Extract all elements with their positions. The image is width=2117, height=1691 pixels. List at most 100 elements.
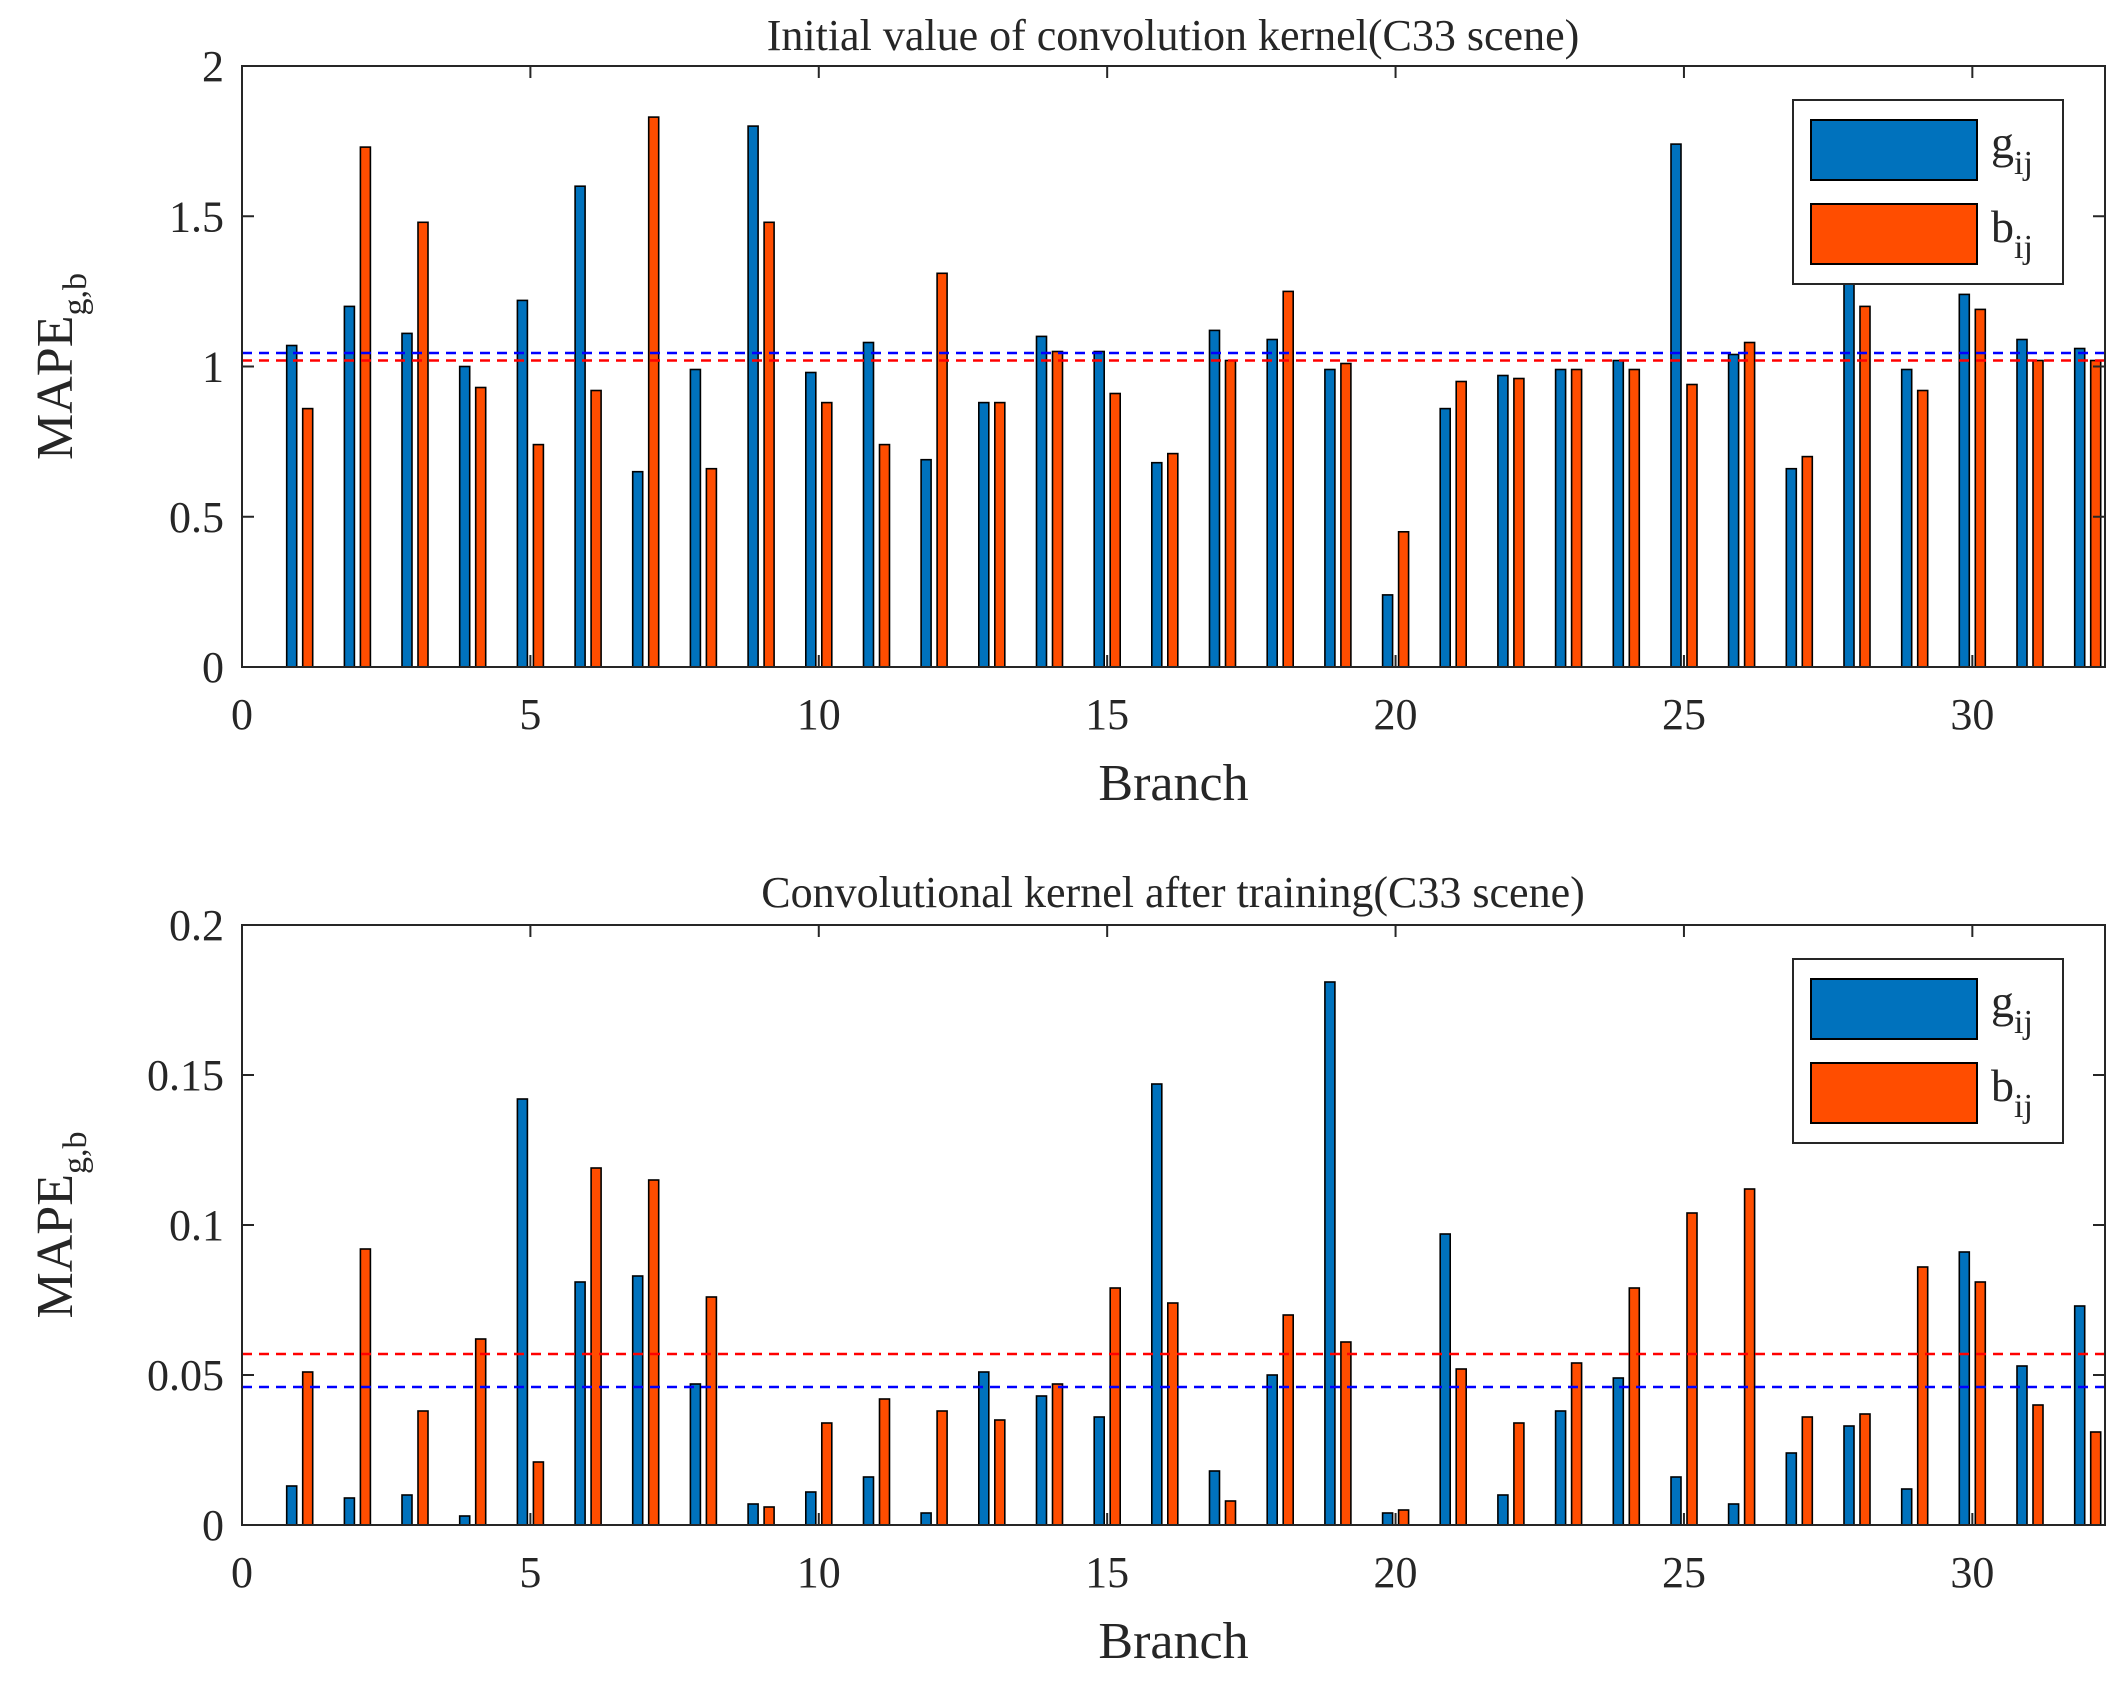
- y-tick-label: 0.05: [147, 1351, 224, 1400]
- bar-b-branch-11: [878, 1398, 891, 1526]
- bar-b-branch-25: [1686, 383, 1698, 668]
- y-tick-label: 1.5: [169, 192, 224, 241]
- bar-b-branch-12: [936, 1410, 948, 1526]
- bar-g-branch-27: [1785, 467, 1798, 668]
- bar-b-branch-19: [1340, 362, 1352, 668]
- legend-swatch-b: [1810, 1062, 1978, 1124]
- bar-g-branch-30: [1958, 1251, 1971, 1526]
- bar-b-branch-32: [2089, 1431, 2102, 1526]
- bar-b-branch-6: [590, 1167, 602, 1526]
- bar-g-branch-3: [401, 1494, 413, 1526]
- legend: gij bij: [1792, 958, 2064, 1144]
- bar-b-branch-7: [647, 1179, 660, 1526]
- bar-g-branch-18: [1266, 338, 1278, 668]
- x-tick-label: 30: [1950, 1548, 1994, 1597]
- bar-g-branch-20: [1381, 594, 1394, 668]
- bar-g-branch-25: [1670, 143, 1682, 668]
- bars: [285, 116, 2102, 668]
- bar-b-branch-11: [878, 443, 891, 668]
- bar-g-branch-19: [1324, 368, 1336, 668]
- legend-swatch-g: [1810, 119, 1978, 181]
- bar-g-branch-10: [804, 1491, 817, 1526]
- y-axis-label-base: MAPE: [27, 1174, 84, 1318]
- legend-label-b: bij: [1991, 1060, 2033, 1125]
- bar-g-branch-19: [1324, 981, 1336, 1526]
- x-tick-label: 0: [231, 1548, 253, 1597]
- bar-g-branch-13: [977, 1371, 990, 1526]
- x-axis-label: Branch: [1098, 1613, 1248, 1670]
- legend-label-b: bij: [1991, 201, 2033, 266]
- bar-b-branch-14: [1051, 350, 1064, 668]
- bar-b-branch-27: [1801, 1416, 1814, 1526]
- bar-g-branch-9: [747, 1503, 759, 1526]
- bar-g-branch-22: [1497, 374, 1509, 668]
- bar-b-branch-18: [1282, 290, 1294, 668]
- bar-g-branch-29: [1900, 1488, 1913, 1526]
- bar-b-branch-2: [359, 146, 372, 668]
- bar-g-branch-16: [1151, 1083, 1163, 1526]
- ticks: 0 5 10 15 20 25 30 0 0.5 1 1.5 2: [169, 42, 2105, 739]
- bar-b-branch-30: [1974, 1281, 1987, 1526]
- bar-b-branch-1: [301, 1371, 314, 1526]
- bar-g-branch-29: [1900, 368, 1913, 668]
- bar-b-branch-15: [1109, 1287, 1121, 1526]
- legend-label-g: gij: [1991, 976, 2033, 1041]
- bar-b-branch-31: [2032, 359, 2044, 668]
- chart-title: Initial value of convolution kernel(C33 …: [767, 11, 1580, 60]
- bar-g-branch-5: [516, 299, 529, 668]
- x-tick-label: 0: [231, 690, 253, 739]
- y-tick-label: 2: [202, 42, 224, 91]
- bar-b-branch-9: [763, 1506, 775, 1526]
- x-axis-label: Branch: [1098, 755, 1248, 812]
- y-tick-label: 0.1: [169, 1201, 224, 1250]
- bar-g-branch-17: [1208, 1470, 1221, 1526]
- bar-g-branch-27: [1785, 1452, 1798, 1526]
- bar-g-branch-12: [920, 1512, 932, 1526]
- bar-b-branch-4: [474, 1338, 487, 1526]
- bar-b-branch-23: [1570, 368, 1583, 668]
- x-tick-label: 25: [1662, 1548, 1706, 1597]
- legend: gij bij: [1792, 99, 2064, 285]
- bar-g-branch-10: [804, 371, 817, 668]
- bar-b-branch-8: [705, 467, 718, 668]
- bar-g-branch-8: [689, 1383, 702, 1526]
- bar-b-branch-19: [1340, 1341, 1352, 1526]
- bar-b-branch-26: [1743, 1188, 1756, 1526]
- y-axis-label-sub: g,b: [57, 273, 94, 316]
- bar-b-branch-28: [1859, 1413, 1871, 1526]
- bar-b-branch-30: [1974, 308, 1987, 668]
- bar-g-branch-32: [2073, 1305, 2086, 1526]
- bar-g-branch-3: [401, 332, 413, 668]
- bar-b-branch-24: [1628, 1287, 1641, 1526]
- mean-lines: [242, 351, 2105, 362]
- bar-b-branch-20: [1397, 1509, 1410, 1526]
- bar-g-branch-8: [689, 368, 702, 668]
- bar-g-branch-31: [2016, 338, 2028, 668]
- x-tick-label: 25: [1662, 690, 1706, 739]
- bar-b-branch-20: [1397, 530, 1410, 668]
- bar-g-branch-15: [1093, 1416, 1105, 1526]
- bar-b-branch-5: [532, 443, 545, 668]
- bar-g-branch-26: [1727, 353, 1740, 668]
- y-tick-label: 0.5: [169, 493, 224, 542]
- bar-b-branch-7: [647, 116, 660, 668]
- y-axis-label-base: MAPE: [27, 316, 84, 460]
- bar-b-branch-22: [1513, 1422, 1525, 1526]
- bar-g-branch-11: [862, 1476, 875, 1526]
- bar-b-branch-3: [417, 1410, 429, 1526]
- bar-g-branch-30: [1958, 293, 1971, 668]
- chart-panel-bottom: Convolutional kernel after training(C33 …: [27, 868, 2106, 1670]
- y-axis-label: MAPEg,b: [27, 273, 94, 460]
- bar-g-branch-18: [1266, 1374, 1278, 1526]
- y-axis-label: MAPEg,b: [27, 1132, 94, 1319]
- bar-g-branch-11: [862, 341, 875, 668]
- bar-b-branch-17: [1224, 1500, 1237, 1526]
- y-tick-label: 0: [202, 643, 224, 692]
- bar-b-branch-5: [532, 1461, 545, 1526]
- bar-b-branch-18: [1282, 1314, 1294, 1526]
- bar-g-branch-12: [920, 458, 932, 668]
- bar-b-branch-13: [993, 1419, 1006, 1526]
- bar-g-branch-7: [631, 1275, 644, 1526]
- bar-g-branch-28: [1843, 1425, 1855, 1526]
